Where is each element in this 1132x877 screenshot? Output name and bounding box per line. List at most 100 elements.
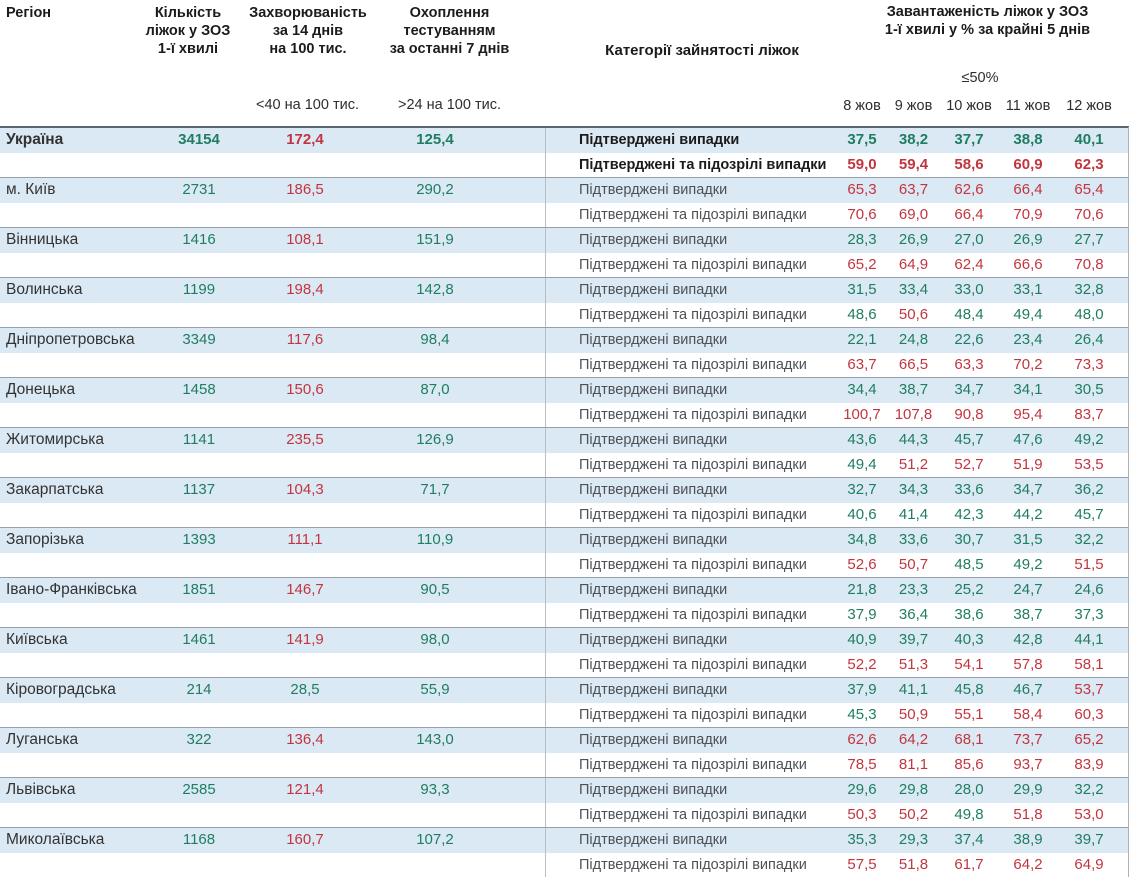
spacer [500, 553, 545, 578]
load-value: 29,6 [837, 778, 887, 803]
empty-cell [240, 553, 370, 578]
load-value: 73,3 [1058, 353, 1120, 378]
header-incidence: Захворюваність за 14 днів на 100 тис. [228, 4, 388, 58]
load-value: 41,4 [887, 503, 940, 528]
beds-value: 1137 [158, 478, 240, 503]
category-label-suspected: Підтверджені та підозрілі випадки [545, 803, 837, 828]
load-value: 51,9 [998, 453, 1058, 478]
beds-value: 1461 [158, 628, 240, 653]
incidence-value: 108,1 [240, 228, 370, 253]
load-value: 62,4 [940, 253, 998, 278]
region-name: Луганська [0, 728, 158, 753]
spacer [500, 678, 545, 703]
empty-cell [240, 503, 370, 528]
regions-table: Україна 34154 172,4 125,4 Підтверджені в… [0, 126, 1129, 877]
category-label-suspected: Підтверджені та підозрілі випадки [545, 553, 837, 578]
category-label-confirmed: Підтверджені випадки [545, 228, 837, 253]
load-value: 44,2 [998, 503, 1058, 528]
spacer [500, 253, 545, 278]
category-label-suspected: Підтверджені та підозрілі випадки [545, 403, 837, 428]
incidence-threshold-label: <40 на 100 тис. [225, 97, 390, 113]
category-label-confirmed: Підтверджені випадки [545, 428, 837, 453]
beds-value: 3349 [158, 328, 240, 353]
region-name: м. Київ [0, 178, 158, 203]
incidence-value: 117,6 [240, 328, 370, 353]
load-value: 50,2 [887, 803, 940, 828]
testing-value: 125,4 [370, 128, 500, 153]
spacer [500, 803, 545, 828]
beds-value: 1416 [158, 228, 240, 253]
load-value: 23,3 [887, 578, 940, 603]
empty-cell [240, 803, 370, 828]
load-value: 22,6 [940, 328, 998, 353]
load-value: 65,3 [837, 178, 887, 203]
load-value: 37,4 [940, 828, 998, 853]
load-threshold-label: ≤50% [900, 70, 1060, 86]
load-value: 33,6 [940, 478, 998, 503]
category-label-suspected: Підтверджені та підозрілі випадки [545, 653, 837, 678]
load-value: 73,7 [998, 728, 1058, 753]
load-value: 60,3 [1058, 703, 1120, 728]
spacer [500, 578, 545, 603]
category-label-confirmed: Підтверджені випадки [545, 478, 837, 503]
load-value: 45,7 [940, 428, 998, 453]
table-header: Регіон Кількість ліжок у ЗОЗ 1-ї хвилі З… [0, 0, 1132, 126]
empty-cell [0, 603, 158, 628]
load-value: 39,7 [887, 628, 940, 653]
load-value: 48,6 [837, 303, 887, 328]
empty-cell [158, 253, 240, 278]
load-value: 62,3 [1058, 153, 1120, 178]
beds-value: 2585 [158, 778, 240, 803]
empty-cell [370, 153, 500, 178]
spacer [500, 303, 545, 328]
load-value: 26,4 [1058, 328, 1120, 353]
beds-value: 1851 [158, 578, 240, 603]
region-name: Житомирська [0, 428, 158, 453]
incidence-value: 28,5 [240, 678, 370, 703]
incidence-value: 235,5 [240, 428, 370, 453]
category-label-confirmed: Підтверджені випадки [545, 528, 837, 553]
load-value: 70,6 [837, 203, 887, 228]
empty-cell [370, 803, 500, 828]
table-row-confirmed: Україна 34154 172,4 125,4 Підтверджені в… [0, 128, 1128, 153]
empty-cell [240, 603, 370, 628]
load-value: 48,5 [940, 553, 998, 578]
table-row-confirmed: Донецька 1458 150,6 87,0 Підтверджені ви… [0, 378, 1128, 403]
load-value: 36,4 [887, 603, 940, 628]
load-value: 66,5 [887, 353, 940, 378]
load-value: 40,9 [837, 628, 887, 653]
category-label-confirmed: Підтверджені випадки [545, 378, 837, 403]
testing-value: 98,4 [370, 328, 500, 353]
testing-value: 126,9 [370, 428, 500, 453]
spacer [500, 603, 545, 628]
category-label-suspected: Підтверджені та підозрілі випадки [545, 753, 837, 778]
empty-cell [0, 353, 158, 378]
region-name: Вінницька [0, 228, 158, 253]
load-value: 32,2 [1058, 778, 1120, 803]
table-row-confirmed: Вінницька 1416 108,1 151,9 Підтверджені … [0, 228, 1128, 253]
load-value: 34,7 [998, 478, 1058, 503]
region-name: Миколаївська [0, 828, 158, 853]
load-value: 34,7 [940, 378, 998, 403]
load-value: 42,3 [940, 503, 998, 528]
testing-value: 142,8 [370, 278, 500, 303]
load-value: 33,1 [998, 278, 1058, 303]
empty-cell [158, 203, 240, 228]
load-value: 49,2 [998, 553, 1058, 578]
empty-cell [370, 303, 500, 328]
empty-cell [240, 653, 370, 678]
load-value: 27,7 [1058, 228, 1120, 253]
empty-cell [158, 553, 240, 578]
load-value: 34,8 [837, 528, 887, 553]
testing-value: 55,9 [370, 678, 500, 703]
region-block: Миколаївська 1168 160,7 107,2 Підтвердже… [0, 827, 1129, 877]
load-value: 64,9 [887, 253, 940, 278]
load-value: 53,5 [1058, 453, 1120, 478]
region-block: Вінницька 1416 108,1 151,9 Підтверджені … [0, 227, 1129, 277]
load-value: 64,2 [887, 728, 940, 753]
load-value: 31,5 [998, 528, 1058, 553]
load-value: 24,6 [1058, 578, 1120, 603]
